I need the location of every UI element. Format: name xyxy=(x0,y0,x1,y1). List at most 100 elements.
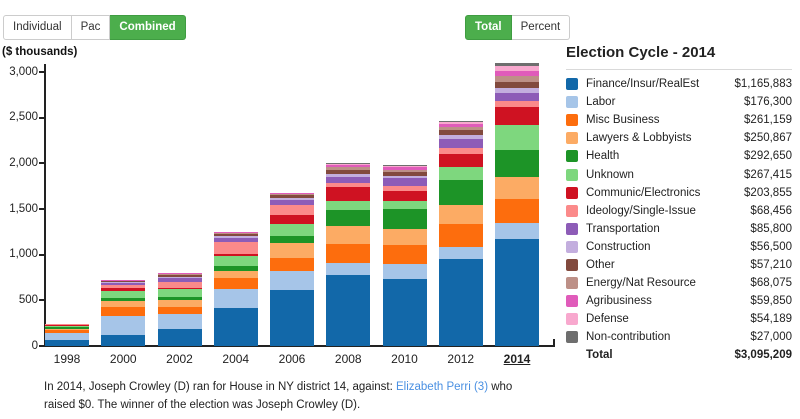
bar-segment-2000-construction[interactable] xyxy=(101,282,146,284)
bar-segment-1998-unknown[interactable] xyxy=(45,325,89,328)
bar-segment-2000-finance-insur-realest[interactable] xyxy=(101,334,146,346)
bar-segment-2002-unknown[interactable] xyxy=(157,289,202,298)
x-axis-year-2000[interactable]: 2000 xyxy=(109,352,137,366)
bar-segment-1998-communic-electronics[interactable] xyxy=(45,324,89,326)
bar-segment-2010-finance-insur-realest[interactable] xyxy=(382,279,427,346)
bar-segment-2014-lawyers-lobbyists[interactable] xyxy=(495,176,539,200)
bar-segment-2014-misc-business[interactable] xyxy=(495,199,539,224)
bar-segment-2010-transportation[interactable] xyxy=(382,177,427,187)
bar-segment-2012-agribusiness[interactable] xyxy=(438,123,483,128)
bar-segment-2008-transportation[interactable] xyxy=(326,177,371,184)
x-axis-year-2002[interactable]: 2002 xyxy=(166,352,193,366)
bar-segment-2014-ideology-single-issue[interactable] xyxy=(495,100,539,107)
x-axis-year-2006[interactable]: 2006 xyxy=(278,352,306,366)
bar-segment-2004-energy-nat-resource[interactable] xyxy=(213,233,258,235)
bar-segment-2006-health[interactable] xyxy=(270,236,314,244)
bar-segment-2006-lawyers-lobbyists[interactable] xyxy=(270,243,314,258)
opponent-link[interactable]: Elizabeth Perri (3) xyxy=(395,381,489,393)
bar-segment-2004-transportation[interactable] xyxy=(213,238,258,243)
bar-segment-2000-transportation[interactable] xyxy=(101,283,146,285)
bar-segment-2002-other[interactable] xyxy=(157,274,202,278)
bar-segment-2010-health[interactable] xyxy=(382,209,427,230)
bar-segment-2000-other[interactable] xyxy=(101,281,146,283)
x-axis-year-2004[interactable]: 2004 xyxy=(222,352,250,366)
bar-segment-2006-labor[interactable] xyxy=(270,270,314,290)
x-axis-year-2008[interactable]: 2008 xyxy=(334,352,362,366)
bar-segment-2000-health[interactable] xyxy=(101,297,146,302)
bar-segment-2014-energy-nat-resource[interactable] xyxy=(495,76,539,83)
x-axis-year-2014[interactable]: 2014 xyxy=(503,352,531,366)
bar-segment-2006-transportation[interactable] xyxy=(270,200,314,206)
bar-segment-2010-unknown[interactable] xyxy=(382,201,427,210)
bar-segment-2008-ideology-single-issue[interactable] xyxy=(326,183,371,188)
bar-segment-2002-communic-electronics[interactable] xyxy=(157,287,202,290)
x-axis-year-2010[interactable]: 2010 xyxy=(391,352,418,366)
bar-segment-2002-health[interactable] xyxy=(157,297,202,300)
bar-segment-2012-other[interactable] xyxy=(438,130,483,135)
bar-segment-2000-labor[interactable] xyxy=(101,315,146,335)
filter-combined-button[interactable]: Combined xyxy=(110,15,186,40)
bar-segment-2012-non-contribution[interactable] xyxy=(438,120,483,122)
bar-segment-2014-finance-insur-realest[interactable] xyxy=(495,239,539,346)
bar-segment-2004-agribusiness[interactable] xyxy=(213,232,258,234)
bar-segment-2008-communic-electronics[interactable] xyxy=(326,187,371,201)
view-percent-button[interactable]: Percent xyxy=(511,15,571,40)
bar-segment-2010-misc-business[interactable] xyxy=(382,244,427,264)
bar-segment-2008-finance-insur-realest[interactable] xyxy=(326,275,371,346)
bar-segment-2004-lawyers-lobbyists[interactable] xyxy=(213,270,258,278)
bar-segment-2012-lawyers-lobbyists[interactable] xyxy=(438,204,483,225)
bar-segment-2006-ideology-single-issue[interactable] xyxy=(270,205,314,216)
bar-segment-2008-health[interactable] xyxy=(326,209,371,227)
bar-segment-2006-unknown[interactable] xyxy=(270,224,314,237)
filter-individual-button[interactable]: Individual xyxy=(3,15,72,40)
bar-segment-2010-agribusiness[interactable] xyxy=(382,166,427,170)
bar-segment-2002-construction[interactable] xyxy=(157,277,202,279)
bar-segment-2010-other[interactable] xyxy=(382,171,427,176)
bar-segment-2004-communic-electronics[interactable] xyxy=(213,253,258,257)
bar-segment-2012-ideology-single-issue[interactable] xyxy=(438,148,483,154)
bar-segment-2014-defense[interactable] xyxy=(495,65,539,71)
bar-segment-2004-construction[interactable] xyxy=(213,236,258,239)
bar-segment-2002-lawyers-lobbyists[interactable] xyxy=(157,299,202,308)
bar-segment-2004-other[interactable] xyxy=(213,234,258,237)
bar-segment-2010-ideology-single-issue[interactable] xyxy=(382,186,427,192)
bar-segment-1998-health[interactable] xyxy=(45,327,89,329)
bar-segment-2008-lawyers-lobbyists[interactable] xyxy=(326,226,371,244)
bar-segment-2008-other[interactable] xyxy=(326,170,371,175)
bar-segment-2000-lawyers-lobbyists[interactable] xyxy=(101,301,146,308)
bar-segment-2010-defense[interactable] xyxy=(382,165,427,167)
bar-segment-2008-construction[interactable] xyxy=(326,174,371,178)
bar-segment-2000-communic-electronics[interactable] xyxy=(101,288,146,291)
bar-segment-2012-energy-nat-resource[interactable] xyxy=(438,127,483,131)
bar-segment-2012-transportation[interactable] xyxy=(438,139,483,149)
bar-segment-2002-energy-nat-resource[interactable] xyxy=(157,274,202,275)
bar-segment-2004-ideology-single-issue[interactable] xyxy=(213,242,258,254)
bar-segment-1998-misc-business[interactable] xyxy=(45,329,89,334)
bar-segment-2006-agribusiness[interactable] xyxy=(270,193,314,195)
bar-segment-2012-finance-insur-realest[interactable] xyxy=(438,259,483,346)
bar-segment-2002-finance-insur-realest[interactable] xyxy=(157,329,202,346)
bar-segment-2002-ideology-single-issue[interactable] xyxy=(157,281,202,288)
view-total-button[interactable]: Total xyxy=(465,15,512,40)
bar-segment-2006-other[interactable] xyxy=(270,195,314,198)
bar-segment-2014-unknown[interactable] xyxy=(495,125,539,150)
bar-segment-2004-misc-business[interactable] xyxy=(213,277,258,289)
x-axis-year-2012[interactable]: 2012 xyxy=(447,352,475,366)
bar-segment-2010-communic-electronics[interactable] xyxy=(382,191,427,202)
bar-segment-2012-construction[interactable] xyxy=(438,134,483,140)
bar-segment-2004-unknown[interactable] xyxy=(213,256,258,266)
bar-segment-2006-finance-insur-realest[interactable] xyxy=(270,289,314,346)
bar-segment-2010-construction[interactable] xyxy=(382,175,427,178)
bar-segment-2014-health[interactable] xyxy=(495,149,539,177)
bar-segment-1998-lawyers-lobbyists[interactable] xyxy=(45,328,89,330)
bar-segment-2014-communic-electronics[interactable] xyxy=(495,106,539,126)
bar-segment-2008-misc-business[interactable] xyxy=(326,243,371,263)
bar-segment-2006-construction[interactable] xyxy=(270,198,314,201)
bar-segment-2004-finance-insur-realest[interactable] xyxy=(213,307,258,346)
bar-segment-2002-labor[interactable] xyxy=(157,314,202,330)
filter-pac-button[interactable]: Pac xyxy=(71,15,111,40)
bar-segment-2006-misc-business[interactable] xyxy=(270,257,314,271)
bar-segment-2012-misc-business[interactable] xyxy=(438,224,483,248)
bar-segment-2010-lawyers-lobbyists[interactable] xyxy=(382,229,427,245)
bar-segment-2010-energy-nat-resource[interactable] xyxy=(382,169,427,172)
